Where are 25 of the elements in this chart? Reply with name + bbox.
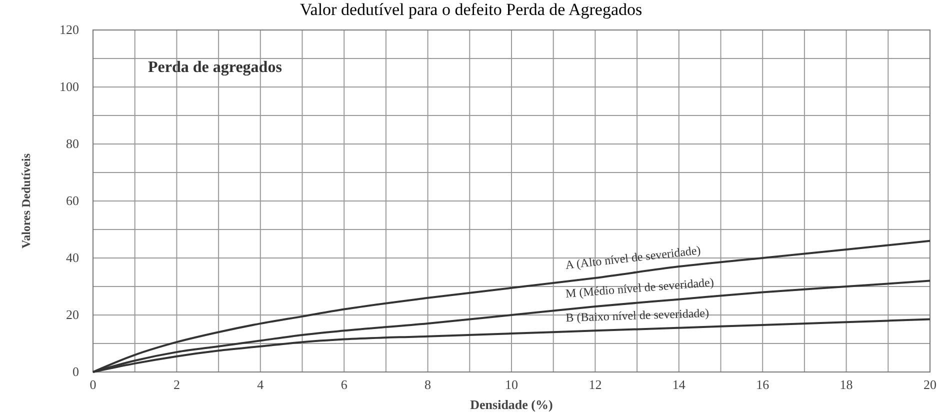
x-tick-label: 6 bbox=[340, 377, 348, 392]
y-tick-label: 40 bbox=[66, 250, 79, 265]
y-tick-label: 60 bbox=[66, 193, 79, 208]
y-tick-label: 0 bbox=[72, 364, 79, 379]
y-tick-label: 20 bbox=[66, 307, 79, 322]
y-axis-title: Valores Dedutíveis bbox=[19, 153, 33, 249]
x-tick-label: 4 bbox=[257, 377, 264, 392]
series-label: B (Baixo nível de severidade) bbox=[566, 306, 710, 325]
x-tick-label: 12 bbox=[588, 377, 602, 392]
chart-title: Valor dedutível para o defeito Perda de Agregados bbox=[300, 0, 642, 19]
x-tick-label: 10 bbox=[505, 377, 518, 392]
x-tick-label: 2 bbox=[173, 377, 180, 392]
text: A (Alto nível de severidade) bbox=[564, 243, 702, 272]
x-tick-label: 0 bbox=[90, 377, 96, 392]
text: Perda de agregados bbox=[148, 59, 282, 76]
x-tick-label: 16 bbox=[756, 377, 770, 392]
x-axis-title: Densidade (%) bbox=[470, 397, 553, 412]
x-tick-label: 8 bbox=[424, 377, 432, 392]
y-tick-label: 80 bbox=[66, 136, 79, 151]
x-tick-label: 20 bbox=[924, 377, 936, 392]
series-label: M (Médio nível de severidade) bbox=[565, 275, 714, 300]
x-tick-label: 14 bbox=[672, 377, 686, 392]
y-tick-label: 100 bbox=[60, 79, 79, 94]
y-tick-label: 120 bbox=[60, 22, 79, 37]
x-tick-label: 18 bbox=[840, 377, 853, 392]
